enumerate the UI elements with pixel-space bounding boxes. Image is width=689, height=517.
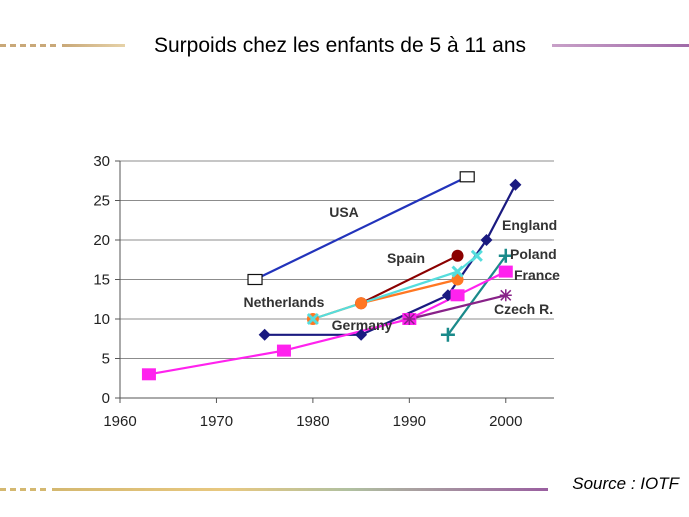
title-decoration-left [0, 44, 125, 47]
series-0-point-1 [459, 171, 475, 183]
series-3-point-1 [355, 297, 368, 310]
series-1-point-0 [258, 328, 271, 341]
series-4-point-2 [470, 249, 483, 262]
series-7-point-0 [403, 313, 416, 325]
series-label-4: Germany [332, 317, 393, 333]
y-tick-label-0: 0 [102, 390, 110, 407]
series-label-3: Netherlands [244, 294, 325, 310]
series-1-point-4 [509, 178, 522, 191]
series-5-point-1 [498, 248, 513, 263]
series-6-point-0 [141, 368, 156, 381]
series-4-point-0 [306, 312, 319, 326]
y-tick-label-20: 20 [93, 232, 110, 249]
title-bar [0, 28, 689, 64]
series-line-0 [254, 175, 468, 281]
x-tick-label-1970: 1970 [200, 413, 233, 430]
series-1-point-3 [480, 234, 493, 246]
series-7-point-1 [499, 289, 512, 302]
title-decoration-right [552, 44, 689, 47]
y-tick-label-25: 25 [93, 193, 110, 210]
series-label-5: Poland [510, 246, 557, 262]
series-1-point-1 [355, 328, 368, 341]
series-4-point-1 [451, 265, 464, 278]
series-label-2: Spain [387, 250, 425, 266]
series-line-7 [409, 294, 507, 321]
series-6-point-4 [498, 265, 513, 278]
series-2-point-1 [451, 249, 464, 262]
x-tick-label-1980: 1980 [296, 413, 329, 430]
series-line-2 [360, 254, 459, 305]
series-label-6: France [514, 267, 560, 283]
series-6-point-3 [450, 289, 465, 302]
series-0-point-0 [247, 273, 263, 286]
series-5-point-0 [440, 327, 455, 342]
x-tick-label-1960: 1960 [103, 413, 136, 430]
x-tick-label-2000: 2000 [489, 413, 522, 430]
series-line-5 [447, 255, 507, 336]
x-tick-label-1990: 1990 [393, 413, 426, 430]
footer-decoration [0, 488, 548, 491]
series-label-0: USA [329, 204, 359, 220]
y-tick-label-5: 5 [102, 351, 110, 368]
slide-title: Surpoids chez les enfants de 5 à 11 ans [153, 34, 527, 57]
y-tick-label-15: 15 [93, 272, 110, 289]
source-note: Source : IOTF [572, 474, 679, 493]
y-tick-label-30: 30 [93, 153, 110, 170]
series-6-point-1 [276, 344, 291, 357]
series-label-7: Czech R. [494, 301, 553, 317]
y-tick-label-10: 10 [93, 311, 110, 328]
series-label-1: England [502, 217, 557, 233]
